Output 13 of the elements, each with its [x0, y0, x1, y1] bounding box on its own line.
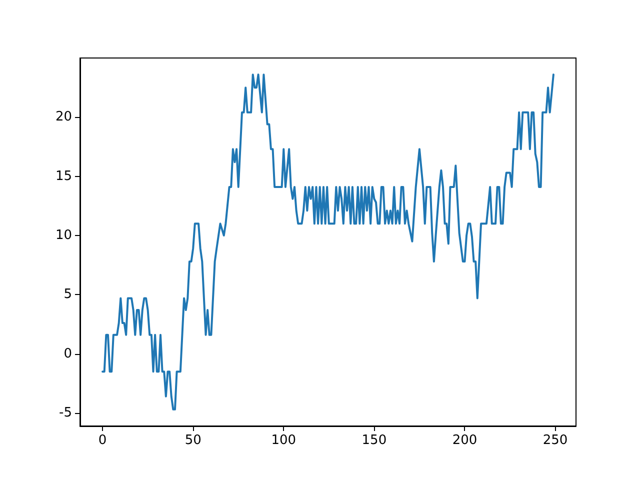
x-tick-label: 100	[271, 433, 296, 448]
y-tick-label: 20	[55, 110, 72, 125]
x-tick-label: 150	[362, 433, 387, 448]
y-tick-label: 10	[55, 228, 72, 243]
y-tick-label: -5	[59, 405, 72, 420]
x-tick-label: 0	[98, 433, 107, 448]
x-tick-label: 250	[542, 433, 568, 448]
y-tick-label: 0	[64, 346, 72, 362]
line-series	[102, 74, 554, 410]
x-tick-label: 50	[184, 433, 202, 448]
y-tick-label: 15	[55, 168, 72, 184]
y-tick-label: 5	[64, 287, 72, 302]
x-tick-label: 200	[452, 433, 478, 448]
